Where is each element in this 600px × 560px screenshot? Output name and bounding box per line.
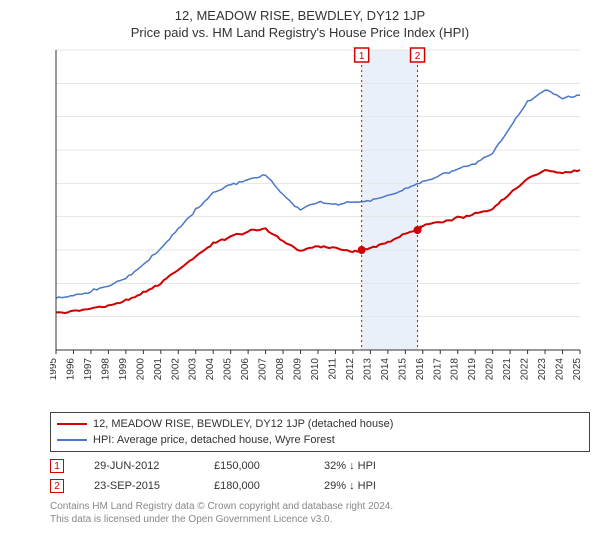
legend-label: HPI: Average price, detached house, Wyre… bbox=[93, 434, 335, 446]
sale-marker: 1 bbox=[50, 459, 64, 473]
attribution-line: Contains HM Land Registry data © Crown c… bbox=[50, 500, 590, 513]
svg-text:1998: 1998 bbox=[100, 358, 111, 381]
svg-text:2020: 2020 bbox=[485, 358, 496, 381]
attribution-line: This data is licensed under the Open Gov… bbox=[50, 513, 590, 526]
svg-text:2004: 2004 bbox=[205, 358, 216, 381]
svg-text:2016: 2016 bbox=[415, 358, 426, 381]
svg-text:2006: 2006 bbox=[240, 358, 251, 381]
svg-text:2021: 2021 bbox=[502, 358, 513, 381]
svg-text:2005: 2005 bbox=[223, 358, 234, 381]
svg-text:1999: 1999 bbox=[118, 358, 129, 381]
legend: 12, MEADOW RISE, BEWDLEY, DY12 1JP (deta… bbox=[50, 412, 590, 452]
legend-row: HPI: Average price, detached house, Wyre… bbox=[57, 432, 583, 448]
sale-price: £180,000 bbox=[214, 480, 294, 492]
svg-text:2007: 2007 bbox=[258, 358, 269, 381]
svg-text:2024: 2024 bbox=[555, 358, 566, 381]
svg-text:2012: 2012 bbox=[345, 358, 356, 381]
sale-date: 29-JUN-2012 bbox=[94, 460, 184, 472]
svg-text:2010: 2010 bbox=[310, 358, 321, 381]
svg-text:2017: 2017 bbox=[432, 358, 443, 381]
svg-text:2014: 2014 bbox=[380, 358, 391, 381]
svg-text:2000: 2000 bbox=[135, 358, 146, 381]
svg-text:2: 2 bbox=[415, 51, 421, 62]
svg-text:2001: 2001 bbox=[153, 358, 164, 381]
sales-table: 1 29-JUN-2012 £150,000 32% ↓ HPI 2 23-SEP-201… bbox=[50, 456, 590, 496]
legend-swatch bbox=[57, 423, 87, 425]
svg-text:2011: 2011 bbox=[327, 358, 338, 380]
sale-delta: 32% ↓ HPI bbox=[324, 460, 404, 472]
svg-text:1995: 1995 bbox=[50, 358, 59, 381]
sale-price: £150,000 bbox=[214, 460, 294, 472]
svg-text:2009: 2009 bbox=[293, 358, 304, 381]
price-chart: £0£50K£100K£150K£200K£250K£300K£350K£400… bbox=[50, 46, 582, 406]
svg-text:2019: 2019 bbox=[467, 358, 478, 381]
sale-row: 1 29-JUN-2012 £150,000 32% ↓ HPI bbox=[50, 456, 590, 476]
sale-row: 2 23-SEP-2015 £180,000 29% ↓ HPI bbox=[50, 476, 590, 496]
svg-text:2008: 2008 bbox=[275, 358, 286, 381]
svg-text:2022: 2022 bbox=[520, 358, 531, 381]
legend-row: 12, MEADOW RISE, BEWDLEY, DY12 1JP (deta… bbox=[57, 416, 583, 432]
svg-text:1997: 1997 bbox=[83, 358, 94, 381]
svg-text:2002: 2002 bbox=[170, 358, 181, 381]
svg-text:2003: 2003 bbox=[188, 358, 199, 381]
sale-date: 23-SEP-2015 bbox=[94, 480, 184, 492]
page-title: 12, MEADOW RISE, BEWDLEY, DY12 1JP bbox=[10, 8, 590, 23]
legend-swatch bbox=[57, 439, 87, 441]
svg-text:1996: 1996 bbox=[65, 358, 76, 381]
page-subtitle: Price paid vs. HM Land Registry's House … bbox=[10, 25, 590, 40]
svg-text:2018: 2018 bbox=[450, 358, 461, 381]
svg-text:2015: 2015 bbox=[397, 358, 408, 381]
svg-text:1: 1 bbox=[359, 51, 365, 62]
svg-text:2025: 2025 bbox=[572, 358, 583, 381]
sale-delta: 29% ↓ HPI bbox=[324, 480, 404, 492]
svg-text:2023: 2023 bbox=[537, 358, 548, 381]
sale-marker: 2 bbox=[50, 479, 64, 493]
legend-label: 12, MEADOW RISE, BEWDLEY, DY12 1JP (deta… bbox=[93, 418, 393, 430]
attribution: Contains HM Land Registry data © Crown c… bbox=[50, 500, 590, 526]
svg-text:2013: 2013 bbox=[362, 358, 373, 381]
